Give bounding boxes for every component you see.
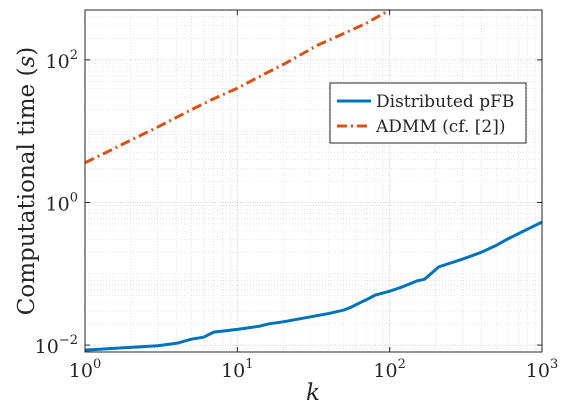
y-tick-label: 100	[46, 190, 78, 215]
y-tick-label-exp: 2	[70, 48, 78, 63]
legend-box	[329, 82, 527, 144]
x-tick-label: 103	[526, 357, 558, 382]
y-axis-label-close: )	[14, 47, 40, 56]
x-tick-label-base: 10	[373, 360, 397, 382]
y-axis-label-main: Computational time	[14, 84, 40, 315]
y-axis-label-open: (	[14, 68, 40, 77]
legend: Distributed pFB ADMM (cf. [2])	[329, 82, 527, 144]
x-tick-label-base: 10	[526, 360, 550, 382]
y-tick-label: 102	[46, 48, 78, 73]
x-tick-label-exp: 3	[550, 357, 558, 372]
legend-label-pfb: Distributed pFB	[376, 92, 514, 112]
y-tick-label-base: 10	[46, 193, 70, 215]
series-line-distributed-pfb	[84, 220, 543, 352]
x-tick-label-base: 10	[221, 360, 245, 382]
plot-frame	[84, 9, 543, 353]
x-tick-label: 101	[221, 357, 253, 382]
series-line-admm	[84, 8, 391, 165]
x-tick-label-exp: 1	[245, 357, 253, 372]
y-tick-label: 10−2	[35, 333, 78, 358]
y-axis-label-var: s	[14, 56, 40, 68]
x-tick-label-exp: 0	[93, 357, 101, 372]
x-axis-label: k	[306, 380, 320, 406]
y-tick-label-exp: −2	[59, 333, 78, 348]
x-tick-label: 100	[69, 357, 101, 382]
x-tick-label-base: 10	[69, 360, 93, 382]
y-axis-label: Computational time (s)	[14, 47, 40, 316]
y-tick-label-base: 10	[35, 336, 59, 358]
ticks	[84, 10, 543, 352]
x-tick-label: 102	[373, 357, 405, 382]
legend-label-admm: ADMM (cf. [2])	[375, 117, 505, 137]
series-layer	[84, 8, 543, 352]
y-tick-label-exp: 0	[70, 190, 78, 205]
x-tick-label-exp: 2	[398, 357, 406, 372]
y-tick-label-base: 10	[46, 51, 70, 73]
